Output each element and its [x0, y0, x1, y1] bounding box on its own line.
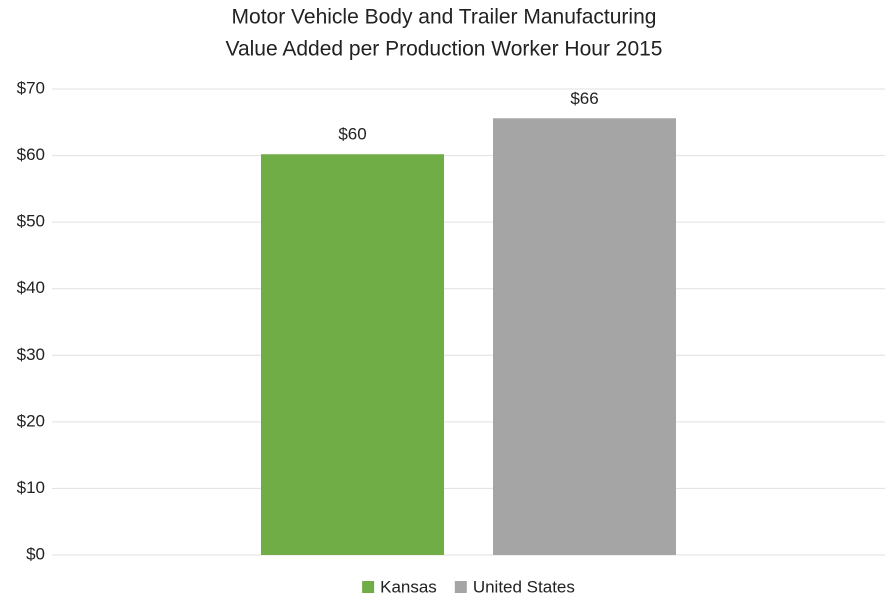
y-tick-label: $70	[17, 78, 45, 97]
bar	[493, 118, 676, 555]
y-tick-label: $0	[26, 544, 45, 563]
data-label: $66	[570, 89, 598, 108]
y-tick-label: $40	[17, 278, 45, 297]
y-tick-label: $50	[17, 212, 45, 231]
y-tick-label: $30	[17, 345, 45, 364]
y-tick-label: $60	[17, 145, 45, 164]
legend-label: Kansas	[380, 577, 437, 596]
chart-title: Motor Vehicle Body and Trailer Manufactu…	[232, 6, 657, 29]
bar	[261, 154, 444, 556]
y-tick-label: $20	[17, 411, 45, 430]
data-label: $60	[338, 125, 366, 144]
y-tick-label: $10	[17, 478, 45, 497]
legend-label: United States	[473, 577, 575, 596]
legend-swatch	[362, 581, 375, 593]
chart-title: Value Added per Production Worker Hour 2…	[226, 38, 663, 61]
legend-swatch	[454, 581, 467, 593]
